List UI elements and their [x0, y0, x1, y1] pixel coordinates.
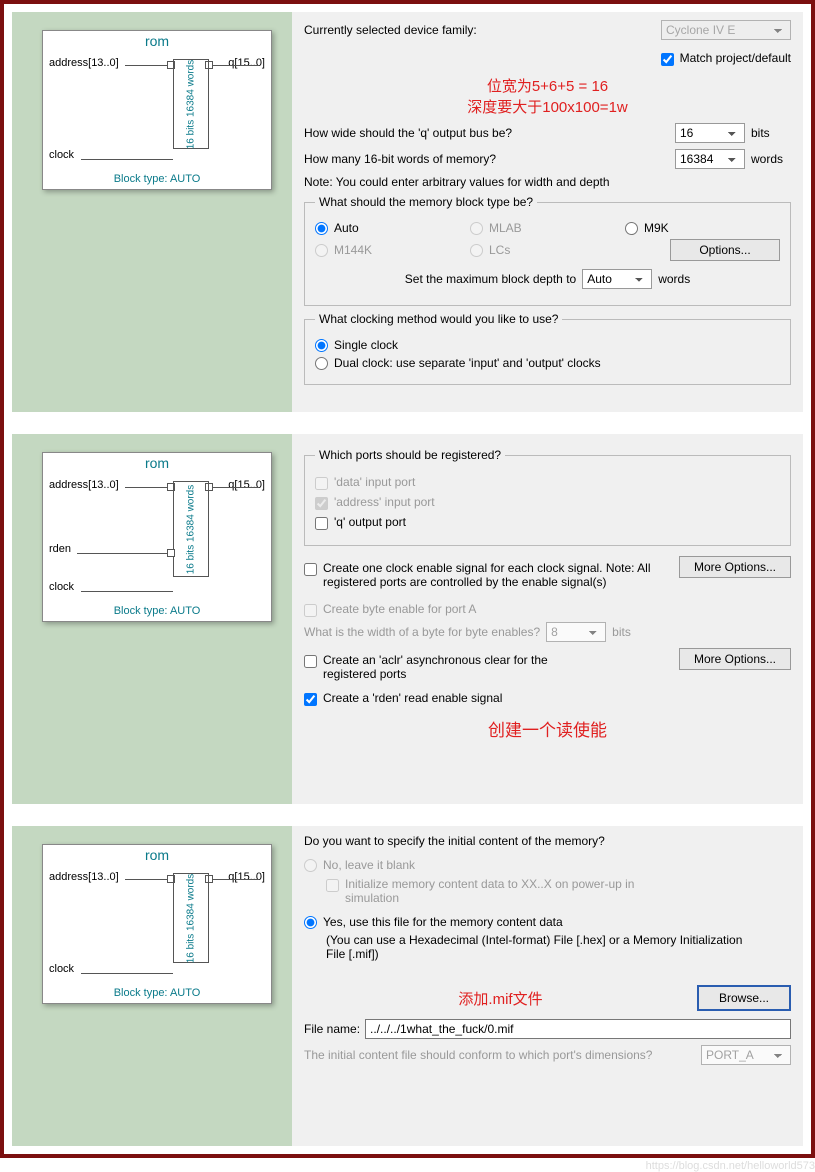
panel-3-right: Do you want to specify the initial conte…	[292, 826, 803, 1146]
more-options-1-button[interactable]: More Options...	[679, 556, 791, 578]
block-diagram-3: rom address[13..0] q[15..0] 16 bits 1638…	[42, 844, 272, 1004]
radio-single-clock[interactable]	[315, 339, 328, 352]
block-footer: Block type: AUTO	[43, 171, 271, 189]
browse-button[interactable]: Browse...	[697, 985, 791, 1011]
match-project-checkbox[interactable]	[661, 53, 674, 66]
yes-note: (You can use a Hexadecimal (Intel-format…	[326, 933, 746, 961]
panel-1-left: rom address[13..0] q[15..0] 16 bits 1638…	[12, 12, 292, 412]
panel-3: rom address[13..0] q[15..0] 16 bits 1638…	[12, 826, 803, 1146]
watermark: https://blog.csdn.net/helloworld573	[0, 1160, 815, 1172]
port-rden-label: rden	[49, 543, 71, 555]
device-family-select: Cyclone IV E	[661, 20, 791, 40]
arbitrary-note: Note: You could enter arbitrary values f…	[304, 175, 791, 189]
radio-m144k-row: M144K	[315, 243, 470, 257]
chk-aclr[interactable]	[304, 655, 317, 668]
radio-mlab-row: MLAB	[470, 221, 625, 235]
filename-input[interactable]	[365, 1019, 791, 1039]
byte-width-select: 8	[546, 622, 606, 642]
device-family-label: Currently selected device family:	[304, 23, 477, 37]
radio-single-clock-row[interactable]: Single clock	[315, 338, 780, 352]
radio-lcs-row: LCs	[470, 243, 625, 257]
panel-3-left: rom address[13..0] q[15..0] 16 bits 1638…	[12, 826, 292, 1146]
chk-init-xx	[326, 879, 339, 892]
radio-auto[interactable]	[315, 222, 328, 235]
radio-mlab	[470, 222, 483, 235]
block-title: rom	[43, 31, 271, 51]
chk-rden[interactable]	[304, 693, 317, 706]
q-width-select[interactable]: 16	[675, 123, 745, 143]
port-q-label: q[15..0]	[228, 57, 265, 69]
radio-m9k-row[interactable]: M9K	[625, 221, 780, 235]
radio-lcs	[470, 244, 483, 257]
words-select[interactable]: 16384	[675, 149, 745, 169]
port-clock-label: clock	[49, 149, 74, 161]
port-dimensions-select: PORT_A	[701, 1045, 791, 1065]
radio-m144k	[315, 244, 328, 257]
annotation-bitwidth: 位宽为5+6+5 = 16	[304, 75, 791, 96]
chk-data-port	[315, 477, 328, 490]
more-options-2-button[interactable]: More Options...	[679, 648, 791, 670]
chk-clock-enable[interactable]	[304, 563, 317, 576]
panel-2: rom address[13..0] q[15..0] 16 bits 1638…	[12, 434, 803, 804]
q-width-label: How wide should the 'q' output bus be?	[304, 126, 675, 140]
filename-label: File name:	[304, 1022, 365, 1036]
panel-1: rom address[13..0] q[15..0] 16 bits 1638…	[12, 12, 803, 412]
block-diagram-1: rom address[13..0] q[15..0] 16 bits 1638…	[42, 30, 272, 190]
block-diagram-2: rom address[13..0] q[15..0] 16 bits 1638…	[42, 452, 272, 622]
max-depth-select[interactable]: Auto	[582, 269, 652, 289]
chk-byte-enable	[304, 604, 317, 617]
radio-no-init	[304, 859, 317, 872]
clocking-fieldset: What clocking method would you like to u…	[304, 312, 791, 385]
radio-yes-init[interactable]	[304, 916, 317, 929]
chk-address-port	[315, 497, 328, 510]
panel-2-left: rom address[13..0] q[15..0] 16 bits 1638…	[12, 434, 292, 804]
annotation-mif: 添加.mif文件	[304, 988, 697, 1009]
outer-frame: rom address[13..0] q[15..0] 16 bits 1638…	[0, 0, 815, 1158]
port-address-label: address[13..0]	[49, 57, 119, 69]
chk-q-port[interactable]	[315, 517, 328, 530]
annotation-depth: 深度要大于100x100=1w	[304, 96, 791, 117]
mem-block-fieldset: What should the memory block type be? Au…	[304, 195, 791, 306]
radio-auto-row[interactable]: Auto	[315, 221, 470, 235]
panel-2-right: Which ports should be registered? 'data'…	[292, 434, 803, 804]
conform-label: The initial content file should conform …	[304, 1048, 701, 1062]
radio-m9k[interactable]	[625, 222, 638, 235]
panel-1-right: Currently selected device family: Cyclon…	[292, 12, 803, 412]
annotation-rden: 创建一个读使能	[304, 716, 791, 741]
radio-dual-clock[interactable]	[315, 357, 328, 370]
radio-dual-clock-row[interactable]: Dual clock: use separate 'input' and 'ou…	[315, 356, 780, 370]
words-label: How many 16-bit words of memory?	[304, 152, 675, 166]
initial-content-question: Do you want to specify the initial conte…	[304, 834, 791, 848]
match-project-checkbox-row[interactable]: Match project/default	[661, 51, 791, 66]
block-inner-rect: 16 bits 16384 words	[173, 59, 209, 149]
options-button[interactable]: Options...	[670, 239, 780, 261]
ports-fieldset: Which ports should be registered? 'data'…	[304, 448, 791, 546]
